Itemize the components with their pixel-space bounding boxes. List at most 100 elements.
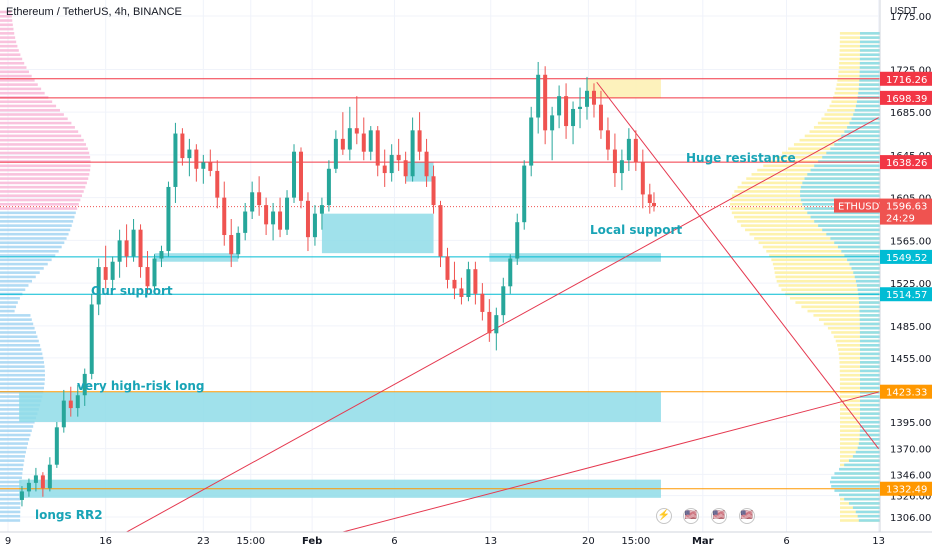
volume-profile-bar-left [0, 279, 33, 283]
volume-profile-bar-right [838, 70, 880, 74]
candle-body [651, 202, 656, 207]
volume-profile-bar-right [859, 365, 880, 368]
volume-profile-bar-right [847, 258, 880, 262]
volume-profile-bar-right [837, 138, 880, 142]
volume-profile-bar-right [837, 245, 880, 249]
candle-body [431, 176, 436, 206]
volume-profile-bar-left [0, 373, 45, 377]
volume-profile-bar-right [814, 220, 880, 223]
volume-profile-bar-left [0, 343, 41, 347]
volume-profile-bar-right [766, 249, 880, 253]
volume-profile-bar-left [0, 70, 29, 74]
zone-rect [587, 79, 661, 99]
x-tick-label: 16 [99, 536, 112, 547]
candle-body [19, 491, 24, 500]
volume-profile-bar-right [859, 395, 880, 398]
volume-profile-bar-right [822, 155, 880, 159]
volume-profile-bar-left [0, 288, 26, 292]
volume-profile-bar-right [835, 87, 880, 91]
candle-body [487, 311, 492, 334]
us-flag-icon[interactable]: 🇺🇸 [711, 508, 727, 524]
x-tick-label: 23 [197, 536, 210, 547]
volume-profile-bar-right [839, 36, 880, 39]
volume-profile-bar-right [801, 305, 880, 309]
volume-profile-bar-left [0, 185, 86, 189]
level-price-label: 1549.52 [886, 253, 927, 264]
candle-body [354, 128, 359, 134]
volume-profile-bar-left [0, 245, 62, 249]
us-flag-icon[interactable]: 🇺🇸 [683, 508, 699, 524]
volume-profile-bar-right [839, 493, 880, 497]
volume-profile-bar-left [0, 386, 45, 390]
lightning-icon[interactable]: ⚡ [656, 508, 672, 524]
volume-profile-bar-left [0, 484, 22, 488]
volume-profile-bar-left [0, 420, 35, 424]
volume-profile-bar-right [859, 301, 880, 304]
us-flag-icon[interactable]: 🇺🇸 [739, 508, 755, 524]
volume-profile-bar-right [740, 224, 880, 227]
volume-profile-bar-left [0, 510, 21, 514]
volume-profile-bar-right [827, 108, 880, 112]
volume-profile-bar-right [859, 390, 880, 394]
volume-profile-bar-left [0, 326, 35, 330]
volume-profile-bar-left [0, 32, 15, 35]
volume-profile-bar-left [0, 429, 32, 433]
level-price-label: 1698.39 [886, 94, 927, 105]
volume-profile-bar-right [839, 365, 880, 368]
volume-profile-bar-right [826, 151, 880, 155]
level-price-label: 1638.26 [886, 158, 927, 169]
volume-profile-bar-right [834, 241, 880, 245]
volume-profile-bar-right [859, 378, 880, 381]
volume-profile-bar-right [851, 267, 880, 270]
volume-profile-bar-right [754, 237, 880, 240]
volume-profile-bar-right [839, 390, 880, 394]
volume-profile-bar-right [762, 245, 880, 249]
volume-profile-bar-left [0, 134, 82, 138]
volume-profile-bar-right [837, 74, 880, 78]
volume-profile-bar-right [859, 309, 880, 313]
volume-profile-bar-right [807, 173, 880, 176]
annotation-high-risk-long: very high-risk long [77, 379, 205, 393]
volume-profile-bar-right [745, 228, 880, 232]
volume-profile-bar-left [0, 23, 13, 27]
volume-profile-bar-right [839, 382, 880, 386]
volume-profile-bar-right [773, 267, 880, 270]
volume-profile-bar-left [0, 53, 21, 57]
volume-profile-bar-left [0, 14, 12, 18]
volume-profile-bar-right [848, 502, 880, 505]
volume-profile-bar-right [857, 446, 880, 450]
volume-profile-bar-right [854, 108, 880, 112]
volume-profile-bar-left [0, 442, 29, 445]
volume-profile-bar-right [855, 510, 880, 514]
volume-profile-bar-right [839, 373, 880, 377]
candle-body [598, 104, 603, 131]
volume-profile-bar-right [813, 314, 880, 317]
volume-profile-bar-right [824, 113, 880, 116]
volume-profile-bar-right [774, 271, 880, 274]
volume-profile-bar-right [734, 215, 880, 219]
volume-profile-bar-left [0, 143, 87, 146]
candle-body [619, 160, 624, 174]
volume-profile-bar-left [0, 519, 21, 522]
volume-profile-bar-right [859, 36, 880, 39]
volume-profile-bar-left [0, 348, 42, 351]
volume-profile-bar-left [0, 262, 48, 266]
volume-profile-bar-right [858, 91, 880, 95]
volume-profile-bar-right [731, 211, 880, 215]
volume-profile-bar-right [818, 224, 880, 227]
volume-profile-bar-right [853, 113, 880, 116]
candle-body [591, 90, 596, 105]
candle-body [40, 475, 45, 489]
volume-profile-bar-right [844, 497, 880, 501]
volume-profile-bar-right [859, 44, 880, 48]
x-tick-label: 15:00 [621, 536, 650, 547]
volume-profile-bar-right [859, 74, 880, 78]
zone-rect [321, 213, 434, 254]
candle-body [33, 475, 38, 483]
volume-profile-bar-right [838, 352, 880, 356]
candle-body [215, 170, 220, 198]
volume-profile-bar-right [859, 412, 880, 415]
candle-body [89, 304, 94, 374]
volume-profile-bar-right [855, 279, 880, 283]
